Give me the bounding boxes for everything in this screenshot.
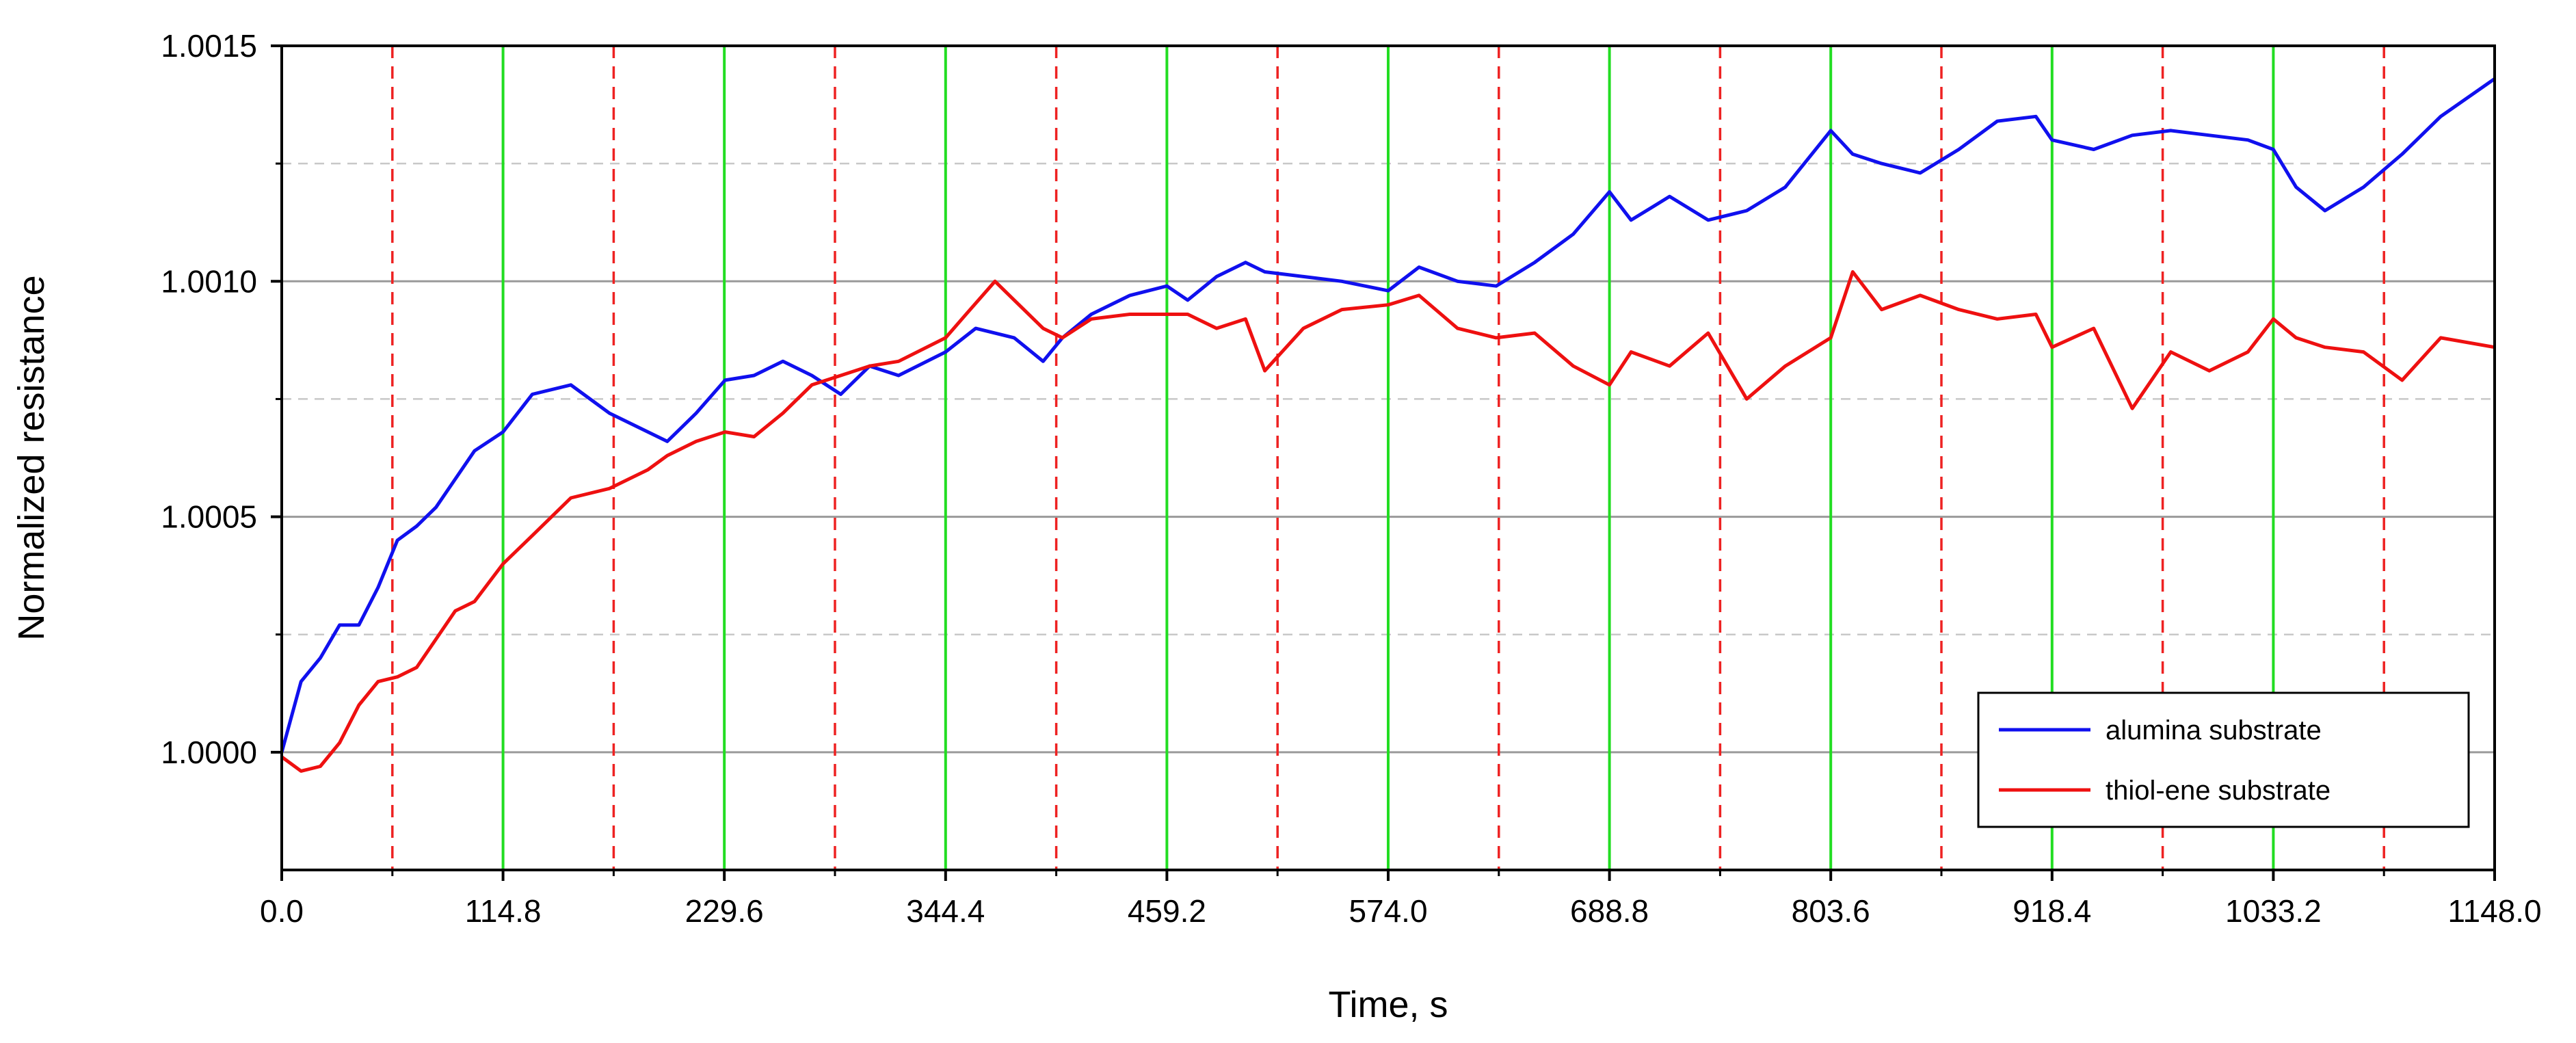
series-line [280,270,2495,773]
x-tick-label: 918.4 [2013,893,2091,929]
x-tick-label: 0.0 [260,893,304,929]
x-tick-label: 1033.2 [2225,893,2322,929]
x-tick-label: 803.6 [1792,893,1870,929]
data-series [280,77,2496,773]
x-tick-label: 344.4 [906,893,985,929]
x-tick-label: 574.0 [1349,893,1427,929]
legend-box [1977,691,2470,828]
legend-label: alumina substrate [2106,715,2322,745]
y-axis-title: Normalized resistance [11,275,52,640]
x-tick-label: 229.6 [685,893,764,929]
x-tick-label: 688.8 [1570,893,1649,929]
legend: alumina substrate thiol-ene substrate [1977,691,2470,828]
legend-label: thiol-ene substrate [2106,776,2331,806]
x-tick-label: 1148.0 [2447,893,2541,929]
axis-ticks: 0.0 114.8 229.6 344.4 459.2 574.0 688.8 803.6 91… [161,28,2541,929]
x-tick-label: 114.8 [465,893,542,929]
series-line [280,77,2496,753]
y-tick-label: 1.0000 [161,735,257,770]
x-axis-title: Time, s [1329,984,1448,1025]
x-tick-label: 459.2 [1128,893,1206,929]
y-tick-label: 1.0015 [161,28,257,64]
y-tick-label: 1.0005 [161,499,257,535]
y-tick-label: 1.0010 [161,263,257,299]
